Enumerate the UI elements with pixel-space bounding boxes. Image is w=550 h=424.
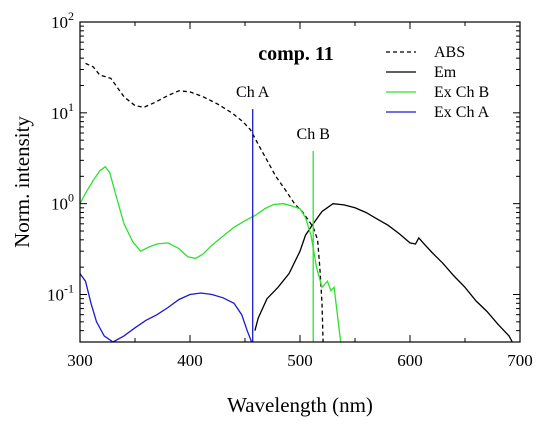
legend: ABS Em Ex Ch B Ex Ch A xyxy=(386,44,490,121)
series-line-em xyxy=(254,203,513,342)
chart-title: comp. 11 xyxy=(258,43,334,65)
x-tick-label: 300 xyxy=(67,351,93,370)
annotation-label-ch-a: Ch A xyxy=(236,84,270,101)
series-line-ex-ch-b xyxy=(80,165,342,342)
x-tick-label: 600 xyxy=(397,351,423,370)
y-tick-label: 102 xyxy=(51,9,74,32)
legend-label-ex-ch-b: Ex Ch B xyxy=(434,84,489,101)
x-axis-label: Wavelength (nm) xyxy=(227,393,373,417)
series-line-ex-ch-a xyxy=(80,273,253,342)
series-layer xyxy=(80,62,513,342)
y-axis-label: Norm. intensity xyxy=(10,116,34,248)
y-tick-label: 101 xyxy=(51,100,74,123)
y-tick-label: 100 xyxy=(51,191,74,214)
y-tick-label: 10-1 xyxy=(47,282,74,305)
legend-label-abs: ABS xyxy=(434,44,465,61)
annotation-layer: Ch A Ch B xyxy=(236,84,330,342)
axis-layer: 300 400 500 600 700 10-1 100 101 102 xyxy=(47,9,533,370)
x-tick-label: 400 xyxy=(177,351,203,370)
series-line-abs xyxy=(85,62,324,342)
annotation-label-ch-b: Ch B xyxy=(297,126,330,143)
x-tick-label: 700 xyxy=(507,351,533,370)
legend-label-ex-ch-a: Ex Ch A xyxy=(434,104,490,121)
legend-label-em: Em xyxy=(434,64,457,81)
x-tick-label: 500 xyxy=(287,351,313,370)
